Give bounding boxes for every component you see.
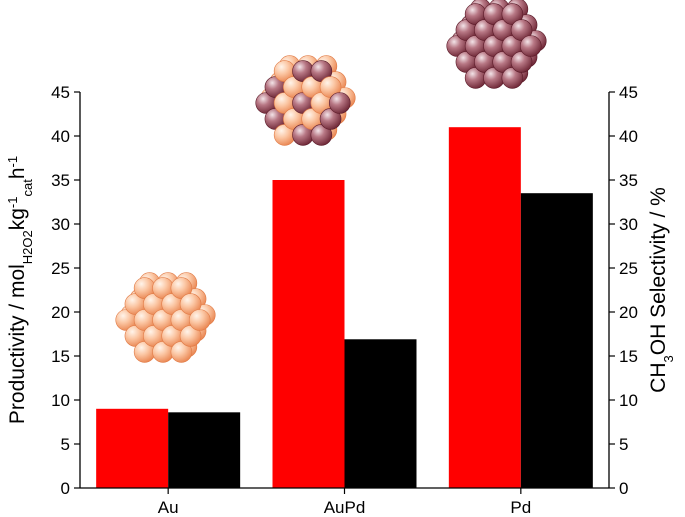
particle: [188, 309, 211, 331]
x-axis-ticks: Au AuPd Pd: [158, 488, 531, 517]
right-tick-label: 15: [619, 347, 638, 366]
left-tick-label: 15: [51, 347, 70, 366]
x-tick-label-aupd: AuPd: [324, 498, 366, 517]
right-tick-label: 35: [619, 171, 638, 190]
left-tick-label: 0: [61, 479, 70, 498]
left-axis-ticks: 0 5 10 15 20 25 30 35 40 45: [51, 83, 80, 498]
bar-au-series-1: [96, 408, 169, 488]
bars: [96, 127, 593, 488]
left-tick-label: 25: [51, 259, 70, 278]
bar-pd-series-2: [520, 193, 593, 488]
x-tick-label-au: Au: [158, 498, 179, 517]
nanoparticle-cluster-pd: [446, 0, 547, 89]
right-tick-label: 5: [619, 435, 628, 454]
x-tick-label-pd: Pd: [510, 498, 531, 517]
nanoparticle-cluster-aupd: [255, 55, 356, 146]
bar-pd-series-1: [448, 127, 521, 488]
right-tick-label: 45: [619, 83, 638, 102]
left-tick-label: 40: [51, 127, 70, 146]
right-axis-ticks: 0 5 10 15 20 25 30 35 40 45: [609, 83, 638, 498]
left-tick-label: 30: [51, 215, 70, 234]
right-tick-label: 20: [619, 303, 638, 322]
bar-aupd-series-2: [344, 339, 417, 488]
particle: [328, 92, 351, 114]
bar-au-series-2: [168, 412, 241, 488]
left-tick-label: 5: [61, 435, 70, 454]
bar-aupd-series-1: [272, 180, 345, 488]
nanoparticle-illustrations: [115, 0, 547, 363]
right-tick-label: 25: [619, 259, 638, 278]
right-tick-label: 30: [619, 215, 638, 234]
nanoparticle-cluster-au: [115, 272, 216, 363]
left-tick-label: 10: [51, 391, 70, 410]
particle: [519, 35, 542, 57]
right-tick-label: 0: [619, 479, 628, 498]
right-tick-label: 40: [619, 127, 638, 146]
secondary-y-axis-label: CH3OH Selectivity / %: [647, 187, 676, 393]
left-tick-label: 35: [51, 171, 70, 190]
left-tick-label: 20: [51, 303, 70, 322]
y-axis-label: Productivity / molH2O2kg-1cath-1: [5, 156, 35, 424]
right-tick-label: 10: [619, 391, 638, 410]
left-tick-label: 45: [51, 83, 70, 102]
